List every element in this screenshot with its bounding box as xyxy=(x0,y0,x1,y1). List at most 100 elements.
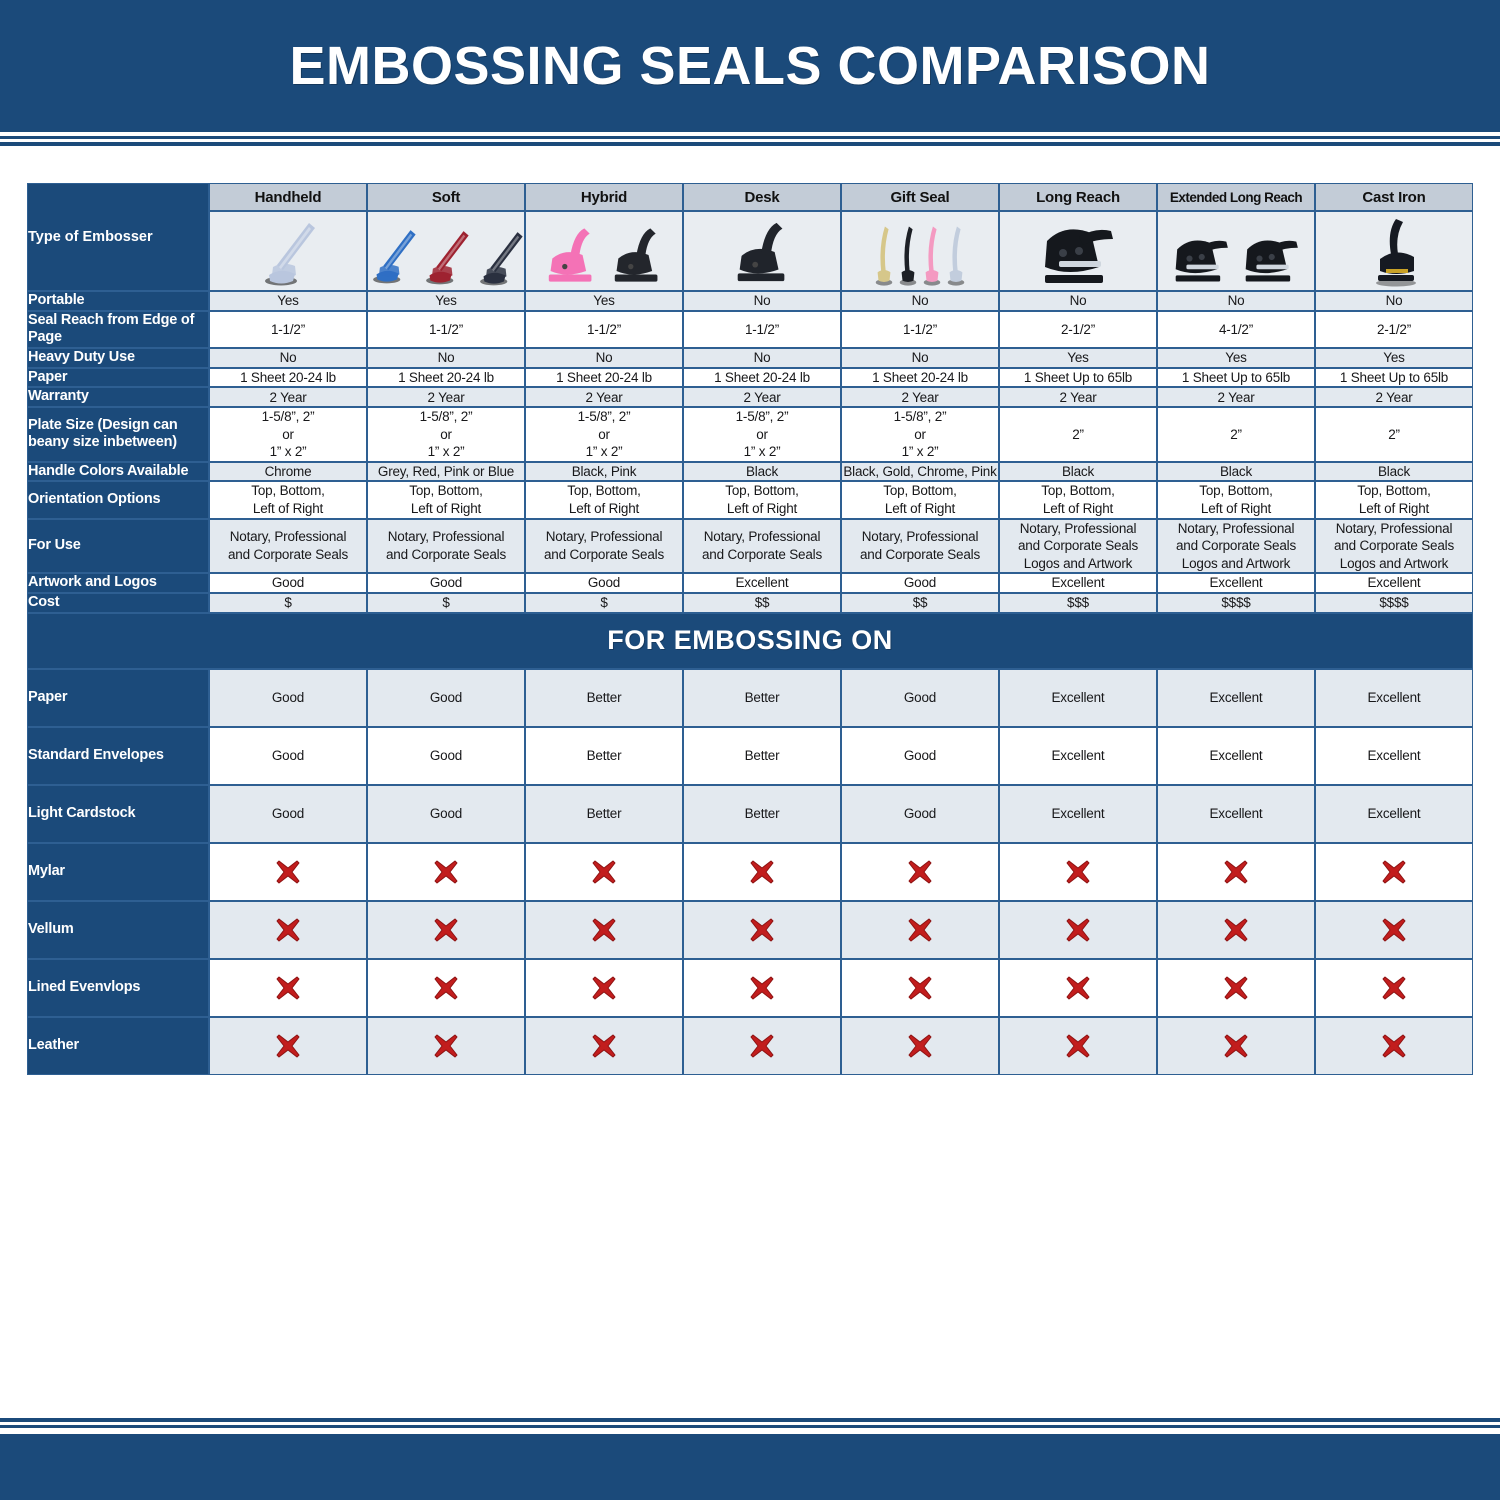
table-cell xyxy=(209,842,367,901)
comparison-table-wrapper: Type of Embosser Handheld Soft Hybrid Desk Gi… xyxy=(27,183,1473,1075)
table-cell: Excellent xyxy=(999,784,1157,843)
table-cell: 1 Sheet Up to 65lb xyxy=(1315,367,1473,388)
footer-divider-top xyxy=(0,1418,1500,1422)
table-row: Light Cardstock Good Good Better Better Good E… xyxy=(27,784,1473,843)
cell-line: No xyxy=(753,350,771,366)
table-cell xyxy=(1157,900,1315,959)
cell-line: Left of Right xyxy=(884,501,956,516)
cell-line: 1-1/2” xyxy=(270,321,306,337)
handheld-embosser-icon xyxy=(209,211,367,291)
cell-line: Notary, Professional xyxy=(861,529,979,545)
cell-line: 1-1/2” xyxy=(428,321,464,337)
table-cell xyxy=(841,900,999,959)
extended-long-reach-embosser-icon xyxy=(1157,211,1315,291)
cell-line: Black xyxy=(745,463,778,479)
table-cell: Notary, Professional and Corporate Seals xyxy=(525,518,683,574)
cell-line: $$ xyxy=(754,594,770,610)
table-cell: Black xyxy=(1315,461,1473,482)
cell-line: 1-5/8”, 2” xyxy=(261,409,315,425)
cell-line: Logos and Artwork xyxy=(1181,555,1291,571)
table-cell: Yes xyxy=(525,291,683,311)
table-cell: 2 Year xyxy=(1315,387,1473,408)
cell-line: Left of Right xyxy=(1358,501,1430,516)
cell-line: 2 Year xyxy=(1059,389,1097,405)
table-cell: Good xyxy=(841,573,999,593)
column-header-cast-iron: Cast Iron xyxy=(1315,183,1473,211)
x-mark-icon xyxy=(592,1034,616,1058)
table-row: Cost $ $ $ $$ $$ $$$ $$$$ $$$$ xyxy=(27,592,1473,613)
table-cell: 2 Year xyxy=(999,387,1157,408)
embosser-shape xyxy=(1045,229,1113,283)
table-cell: Excellent xyxy=(999,573,1157,593)
table-cell xyxy=(683,900,841,959)
table-cell: Excellent xyxy=(1157,668,1315,727)
cell-line: Yes xyxy=(1225,350,1247,366)
cell-line: Good xyxy=(429,747,463,763)
table-cell xyxy=(683,1016,841,1075)
row-label-handle-colors-available: Handle Colors Available xyxy=(27,461,209,482)
x-mark-icon xyxy=(908,918,932,942)
table-row: Vellum xyxy=(27,900,1473,959)
table-cell: Notary, Professional and Corporate Seals L… xyxy=(1315,518,1473,574)
embosser-shape xyxy=(875,226,893,286)
table-cell: Excellent xyxy=(683,573,841,593)
table-cell xyxy=(1157,958,1315,1017)
table-cell: Black xyxy=(1157,461,1315,482)
row-label-standard-envelopes: Standard Envelopes xyxy=(27,726,209,785)
embosser-art xyxy=(1316,215,1472,287)
column-header-hybrid: Hybrid xyxy=(525,183,683,211)
table-cell: No xyxy=(1315,291,1473,311)
column-header-handheld: Handheld xyxy=(209,183,367,211)
cell-line: Excellent xyxy=(1209,575,1263,591)
cell-line: Excellent xyxy=(1209,689,1263,705)
table-cell xyxy=(999,842,1157,901)
table-cell: 4-1/2” xyxy=(1157,310,1315,349)
cell-line: Better xyxy=(744,805,780,821)
table-cell xyxy=(1315,1016,1473,1075)
cell-line: and Corporate Seals xyxy=(227,546,349,562)
page-footer-banner xyxy=(0,1434,1500,1500)
cell-line: 1 Sheet 20-24 lb xyxy=(398,369,494,385)
cell-line: 1” x 2” xyxy=(427,444,465,460)
table-cell: 2 Year xyxy=(525,387,683,408)
cell-line: Good xyxy=(429,689,463,705)
table-cell: Good xyxy=(525,573,683,593)
table-cell: 1-1/2” xyxy=(841,310,999,349)
table-cell: Good xyxy=(209,668,367,727)
row-label-mylar: Mylar xyxy=(27,842,209,901)
table-cell: Top, Bottom, Left of Right xyxy=(367,481,525,519)
row-label-lined-evenvlops: Lined Evenvlops xyxy=(27,958,209,1017)
cell-line: Yes xyxy=(277,293,299,309)
cell-line: Excellent xyxy=(1209,747,1263,763)
x-mark-icon xyxy=(1066,976,1090,1000)
cell-line: Excellent xyxy=(1367,689,1421,705)
table-cell xyxy=(525,900,683,959)
table-cell: Excellent xyxy=(1157,573,1315,593)
cell-line: Excellent xyxy=(735,575,789,591)
table-row: Plate Size (Design can beany size inbetw… xyxy=(27,407,1473,462)
cell-line: 2-1/2” xyxy=(1060,321,1096,337)
table-cell: 1-1/2” xyxy=(367,310,525,349)
cell-line: Black, Gold, Chrome, Pink xyxy=(843,463,997,479)
cell-line: Excellent xyxy=(1367,805,1421,821)
cell-line: 1-1/2” xyxy=(586,321,622,337)
table-row: Seal Reach from Edge of Page 1-1/2” 1-1/2”… xyxy=(27,310,1473,349)
cell-line: 2 Year xyxy=(743,389,781,405)
table-cell: Excellent xyxy=(999,668,1157,727)
table-cell: Good xyxy=(841,668,999,727)
table-cell: No xyxy=(999,291,1157,311)
table-cell xyxy=(525,842,683,901)
table-row: Artwork and Logos Good Good Good Excellent Go… xyxy=(27,573,1473,593)
table-row: Heavy Duty Use No No No No No Yes Yes Yes xyxy=(27,348,1473,368)
table-cell: 2 Year xyxy=(1157,387,1315,408)
row-label-warranty: Warranty xyxy=(27,387,209,408)
table-cell: Top, Bottom, Left of Right xyxy=(525,481,683,519)
cell-line: No xyxy=(753,293,771,309)
table-cell: Good xyxy=(367,668,525,727)
embosser-shape xyxy=(899,226,917,286)
gift-seal-embosser-icon xyxy=(841,211,999,291)
cell-line: 1-1/2” xyxy=(744,321,780,337)
column-header-long-reach: Long Reach xyxy=(999,183,1157,211)
cell-line: Excellent xyxy=(1367,575,1421,591)
table-cell: Good xyxy=(209,726,367,785)
